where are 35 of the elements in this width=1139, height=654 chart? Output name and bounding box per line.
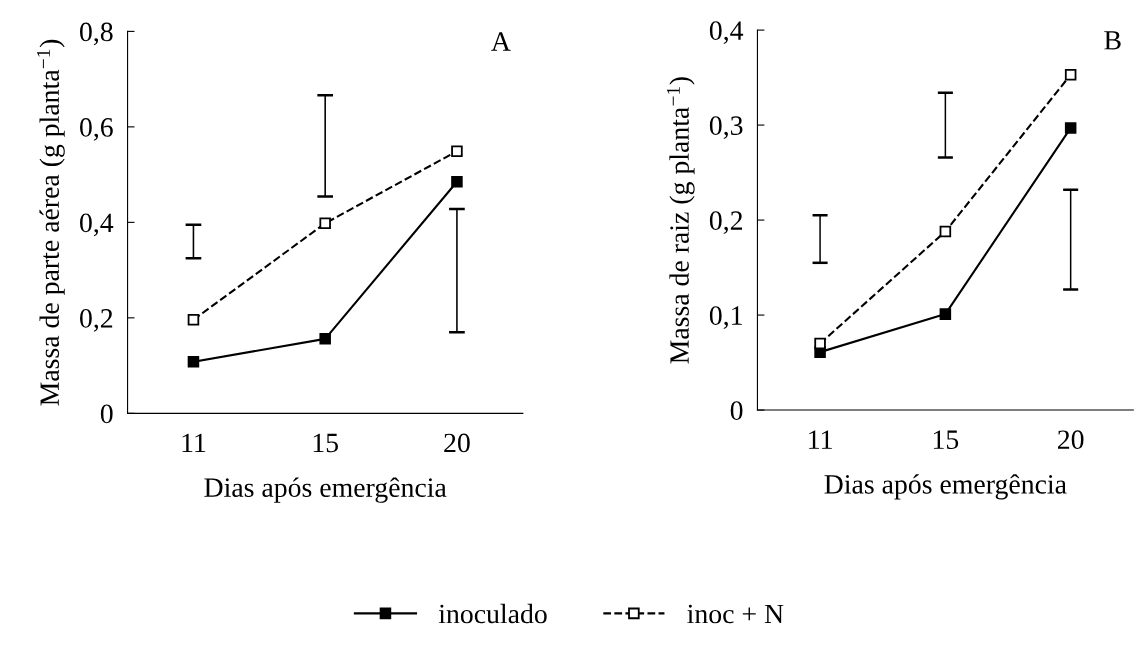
point — [939, 308, 952, 320]
point — [451, 145, 463, 157]
y-tick-label: 0,2 — [709, 211, 743, 234]
legend-label: inoculado — [438, 603, 547, 624]
y-tick-label: 0,8 — [80, 22, 113, 46]
x-axis-title: Dias após emergência — [204, 477, 447, 503]
y-tick-label: 0,2 — [80, 309, 113, 332]
point — [1064, 68, 1077, 81]
point — [451, 176, 463, 188]
x-tick-label: 11 — [182, 433, 206, 453]
point — [319, 333, 331, 345]
x-tick-label: 20 — [1057, 430, 1084, 450]
x-axis-title: Dias após emergência — [824, 474, 1067, 500]
x-tick-label: 15 — [933, 430, 959, 450]
annotation: A — [491, 32, 511, 51]
point — [814, 337, 826, 350]
point — [319, 217, 331, 230]
y-tick-label: 0,1 — [709, 306, 742, 329]
y-tick-label: 0 — [730, 401, 743, 420]
y-tick-label: 0,4 — [80, 213, 114, 237]
annotation: B — [1104, 31, 1121, 50]
x-tick-label: 20 — [444, 433, 470, 453]
y-tick-label: 0,3 — [709, 116, 743, 139]
y-tick-label: 0 — [100, 404, 113, 424]
y-axis-title: Massa de raiz (g planta$^{−1}$) — [666, 77, 695, 364]
legend-label: inoc + N — [687, 604, 784, 624]
point — [187, 313, 200, 326]
point — [1064, 122, 1077, 134]
x-tick-label: 15 — [313, 433, 338, 453]
y-tick-label: 0,6 — [80, 118, 113, 141]
point — [939, 225, 952, 238]
y-axis-title: Massa de parte aérea (g planta$^{−1}$) — [37, 39, 65, 406]
x-tick-label: 11 — [809, 430, 832, 449]
point — [187, 356, 200, 368]
y-tick-label: 0,4 — [709, 21, 744, 44]
